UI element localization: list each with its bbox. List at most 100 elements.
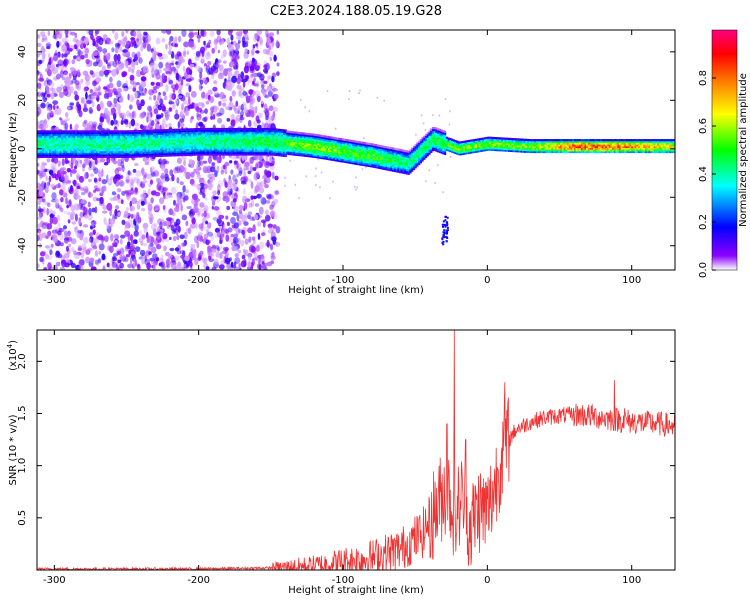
spectrogram-noise-cell xyxy=(77,230,82,234)
spectrogram-noise-cell xyxy=(127,56,133,63)
spectrogram-noise-cell xyxy=(189,223,196,229)
spectrogram-noise-cell xyxy=(183,41,189,48)
spectrogram-noise-cell xyxy=(170,186,177,195)
spectrogram-noise-cell xyxy=(74,160,79,167)
spectrogram-noise-cell xyxy=(133,30,137,38)
spectrogram-noise-cell xyxy=(216,156,222,164)
spectrogram-noise-cell xyxy=(138,57,143,64)
spectrogram-noise-cell xyxy=(185,189,190,194)
spectrogram-noise-cell xyxy=(168,208,174,216)
spectrogram-noise-cell xyxy=(101,179,108,185)
spectrogram-noise-cell xyxy=(200,46,205,54)
spectrogram-noise-cell xyxy=(271,88,278,92)
spectrogram-noise-cell xyxy=(161,158,167,165)
spectrogram-noise-cell xyxy=(113,53,118,62)
spectrogram-noise-cell xyxy=(171,93,177,100)
spectrogram-noise-cell xyxy=(198,231,203,237)
spectrogram-noise-cell xyxy=(198,83,203,91)
spectrogram-noise-cell xyxy=(59,189,64,196)
spectrogram-noise-cell xyxy=(54,30,60,35)
spectrogram-noise-cell xyxy=(219,239,223,244)
spectrogram-noise-cell xyxy=(244,238,249,245)
spectrogram-noise-cell xyxy=(238,170,243,177)
spectrogram-noise-cell xyxy=(68,199,72,207)
spectrogram-noise-cell xyxy=(46,79,53,86)
spectrogram-noise-cell xyxy=(96,94,100,102)
spectrogram-noise-cell xyxy=(298,196,300,199)
spectrogram-noise-cell xyxy=(142,65,147,73)
spectrogram-noise-cell xyxy=(202,166,209,174)
spectrogram-noise-cell xyxy=(64,237,70,241)
spectrogram-noise-cell xyxy=(150,69,156,76)
spectrogram-noise-cell xyxy=(434,182,436,184)
spectrogram-noise-cell xyxy=(188,227,192,235)
spectrogram-noise-cell xyxy=(37,263,40,269)
spectrogram-noise-cell xyxy=(37,107,42,115)
spectrogram-noise-cell xyxy=(266,261,273,267)
spectrogram-noise-cell xyxy=(105,84,110,92)
spectrogram-noise-cell xyxy=(270,160,275,166)
spectrogram-noise-cell xyxy=(192,251,198,257)
spectrogram-noise-cell xyxy=(59,168,63,175)
spectrogram-noise-cell xyxy=(204,197,208,201)
spectrogram-noise-cell xyxy=(262,48,268,54)
spectrogram-noise-cell xyxy=(228,50,232,57)
spectrogram-noise-cell xyxy=(126,110,131,118)
spectrogram-noise-cell xyxy=(94,250,98,257)
spectrogram-noise-cell xyxy=(154,204,161,210)
spectrogram-noise-cell xyxy=(201,213,204,217)
spectrogram-noise-cell xyxy=(116,53,121,62)
spectrogram-noise-cell xyxy=(234,253,239,258)
spectrogram-noise-cell xyxy=(185,171,191,180)
spectrogram-noise-cell xyxy=(92,50,99,56)
spectrogram-noise-cell xyxy=(70,157,74,165)
spectrogram-noise-cell xyxy=(153,108,159,115)
spectrogram-noise-cell xyxy=(129,104,133,110)
spectrogram-noise-cell xyxy=(207,60,212,66)
spectrogram-noise-cell xyxy=(240,180,247,185)
spectrogram-noise-cell xyxy=(223,177,226,184)
spectrogram-noise-cell xyxy=(58,205,62,209)
spectrogram-noise-cell xyxy=(273,106,278,112)
spectrogram-noise-cell xyxy=(52,210,56,216)
spectrogram-noise-cell xyxy=(65,112,69,118)
spectrogram-noise-cell xyxy=(222,102,227,107)
spectrogram-noise-cell xyxy=(89,236,94,243)
spectrogram-noise-cell xyxy=(190,32,195,37)
spectrogram-noise-cell xyxy=(91,101,95,108)
spectrogram-noise-cell xyxy=(80,199,87,204)
spectrogram-noise-cell xyxy=(234,257,241,264)
spectrogram-noise-cell xyxy=(130,39,137,45)
spectrogram-noise-cell xyxy=(183,166,187,174)
spectrogram-noise-cell xyxy=(164,112,170,119)
spectrogram-noise-cell xyxy=(134,239,138,244)
spectrogram-noise-cell xyxy=(40,102,46,109)
spectrogram-noise-cell xyxy=(155,82,161,86)
spectrogram-noise-cell xyxy=(99,116,105,123)
spectrogram-noise-cell xyxy=(70,31,76,36)
spectrogram-noise-cell xyxy=(204,258,208,265)
spectrogram-noise-cell xyxy=(238,209,242,214)
spectrogram-noise-cell xyxy=(284,184,286,187)
spectrogram-noise-cell xyxy=(173,261,177,266)
spectrogram-noise-cell xyxy=(38,213,41,218)
spectrogram-noise-cell xyxy=(165,258,171,266)
spectrogram-noise-cell xyxy=(183,172,187,177)
spectrogram-noise-cell xyxy=(51,229,58,234)
spectrogram-noise-cell xyxy=(264,184,269,189)
spectrogram-noise-cell xyxy=(176,250,182,255)
spectrogram-noise-cell xyxy=(248,255,252,261)
spectrogram-noise-cell xyxy=(178,122,185,128)
spectrogram-noise-cell xyxy=(265,200,271,204)
spectrogram-noise-cell xyxy=(140,112,147,118)
spectrogram-noise-cell xyxy=(84,172,87,180)
spectrogram-noise-cell xyxy=(64,76,71,85)
spectrogram-noise-cell xyxy=(178,225,181,233)
spectrogram-noise-cell xyxy=(226,205,231,211)
spectrogram-noise-cell xyxy=(55,174,59,181)
spectrogram-noise-cell xyxy=(159,98,164,106)
spectrogram-noise-cell xyxy=(168,79,173,85)
spectrogram-noise-cell xyxy=(109,218,116,225)
spectrogram-noise-cell xyxy=(177,35,182,43)
spectrogram-noise-cell xyxy=(166,217,172,222)
